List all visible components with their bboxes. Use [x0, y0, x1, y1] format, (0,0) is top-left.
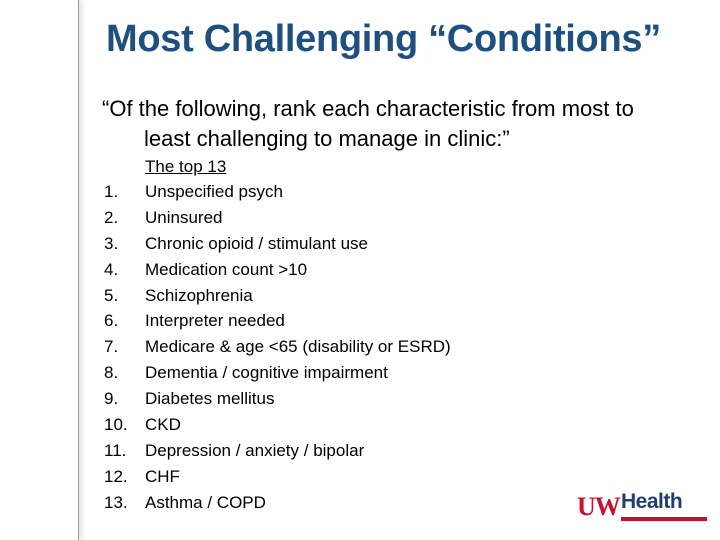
logo-uw-text: UW: [577, 492, 621, 521]
uw-health-logo: UW Health: [577, 490, 707, 522]
list-item: 1. Unspecified psych: [104, 179, 451, 205]
list-item: 9. Diabetes mellitus: [104, 386, 451, 412]
item-number: 6.: [104, 311, 119, 331]
slide-title: Most Challenging “Conditions”: [106, 18, 661, 60]
list-item: 4. Medication count >10: [104, 257, 451, 283]
item-text: Depression / anxiety / bipolar: [145, 440, 365, 460]
item-text: CHF: [145, 466, 180, 486]
item-text: Unspecified psych: [145, 182, 283, 201]
list-item: 6. Interpreter needed: [104, 308, 451, 334]
item-number: 13.: [104, 492, 128, 512]
list-subheading: The top 13: [145, 157, 227, 176]
item-text: Dementia / cognitive impairment: [145, 363, 388, 383]
item-number: 3.: [104, 233, 119, 253]
item-text: Schizophrenia: [145, 285, 253, 305]
list-item: 13. Asthma / COPD: [104, 490, 451, 516]
item-text: Interpreter needed: [145, 311, 285, 331]
item-number: 12.: [104, 466, 128, 486]
logo-health-text: Health: [621, 490, 683, 513]
left-sidebar-bar: [0, 0, 79, 540]
ranked-list: 1. Unspecified psych 2. Uninsured 3. Chroni…: [104, 179, 451, 516]
list-item: 7. Medicare & age <65 (disability or ESRD…: [104, 334, 451, 360]
item-text: CKD: [145, 415, 181, 435]
item-number: 5.: [104, 285, 119, 305]
item-text: Diabetes mellitus: [145, 389, 275, 409]
item-number: 7.: [104, 337, 119, 357]
item-text: Asthma / COPD: [145, 492, 266, 512]
list-item: 2. Uninsured: [104, 205, 451, 231]
list-item: 3. Chronic opioid / stimulant use: [104, 231, 451, 257]
item-number: 2.: [104, 207, 119, 227]
item-number: 11.: [104, 440, 127, 460]
item-text: Uninsured: [145, 207, 223, 227]
list-item: 11. Depression / anxiety / bipolar: [104, 438, 451, 464]
item-number: 10.: [104, 415, 128, 435]
list-item: 12. CHF: [104, 464, 451, 490]
question-line-1: “Of the following, rank each characteris…: [102, 96, 634, 121]
logo-underline: [621, 517, 707, 521]
item-number: 9.: [104, 389, 119, 409]
item-text: Medication count >10: [145, 259, 308, 279]
list-item: 5. Schizophrenia: [104, 283, 451, 309]
list-item: 10. CKD: [104, 412, 451, 438]
item-number: 1.: [104, 182, 119, 201]
survey-question: “Of the following, rank each characteris…: [102, 94, 702, 154]
item-text: Chronic opioid / stimulant use: [145, 233, 369, 253]
item-number: 8.: [104, 363, 119, 383]
item-number: 4.: [104, 259, 119, 279]
item-text: Medicare & age <65 (disability or ESRD): [145, 337, 451, 357]
list-item: 8. Dementia / cognitive impairment: [104, 360, 451, 386]
question-line-2: least challenging to manage in clinic:”: [144, 126, 510, 151]
